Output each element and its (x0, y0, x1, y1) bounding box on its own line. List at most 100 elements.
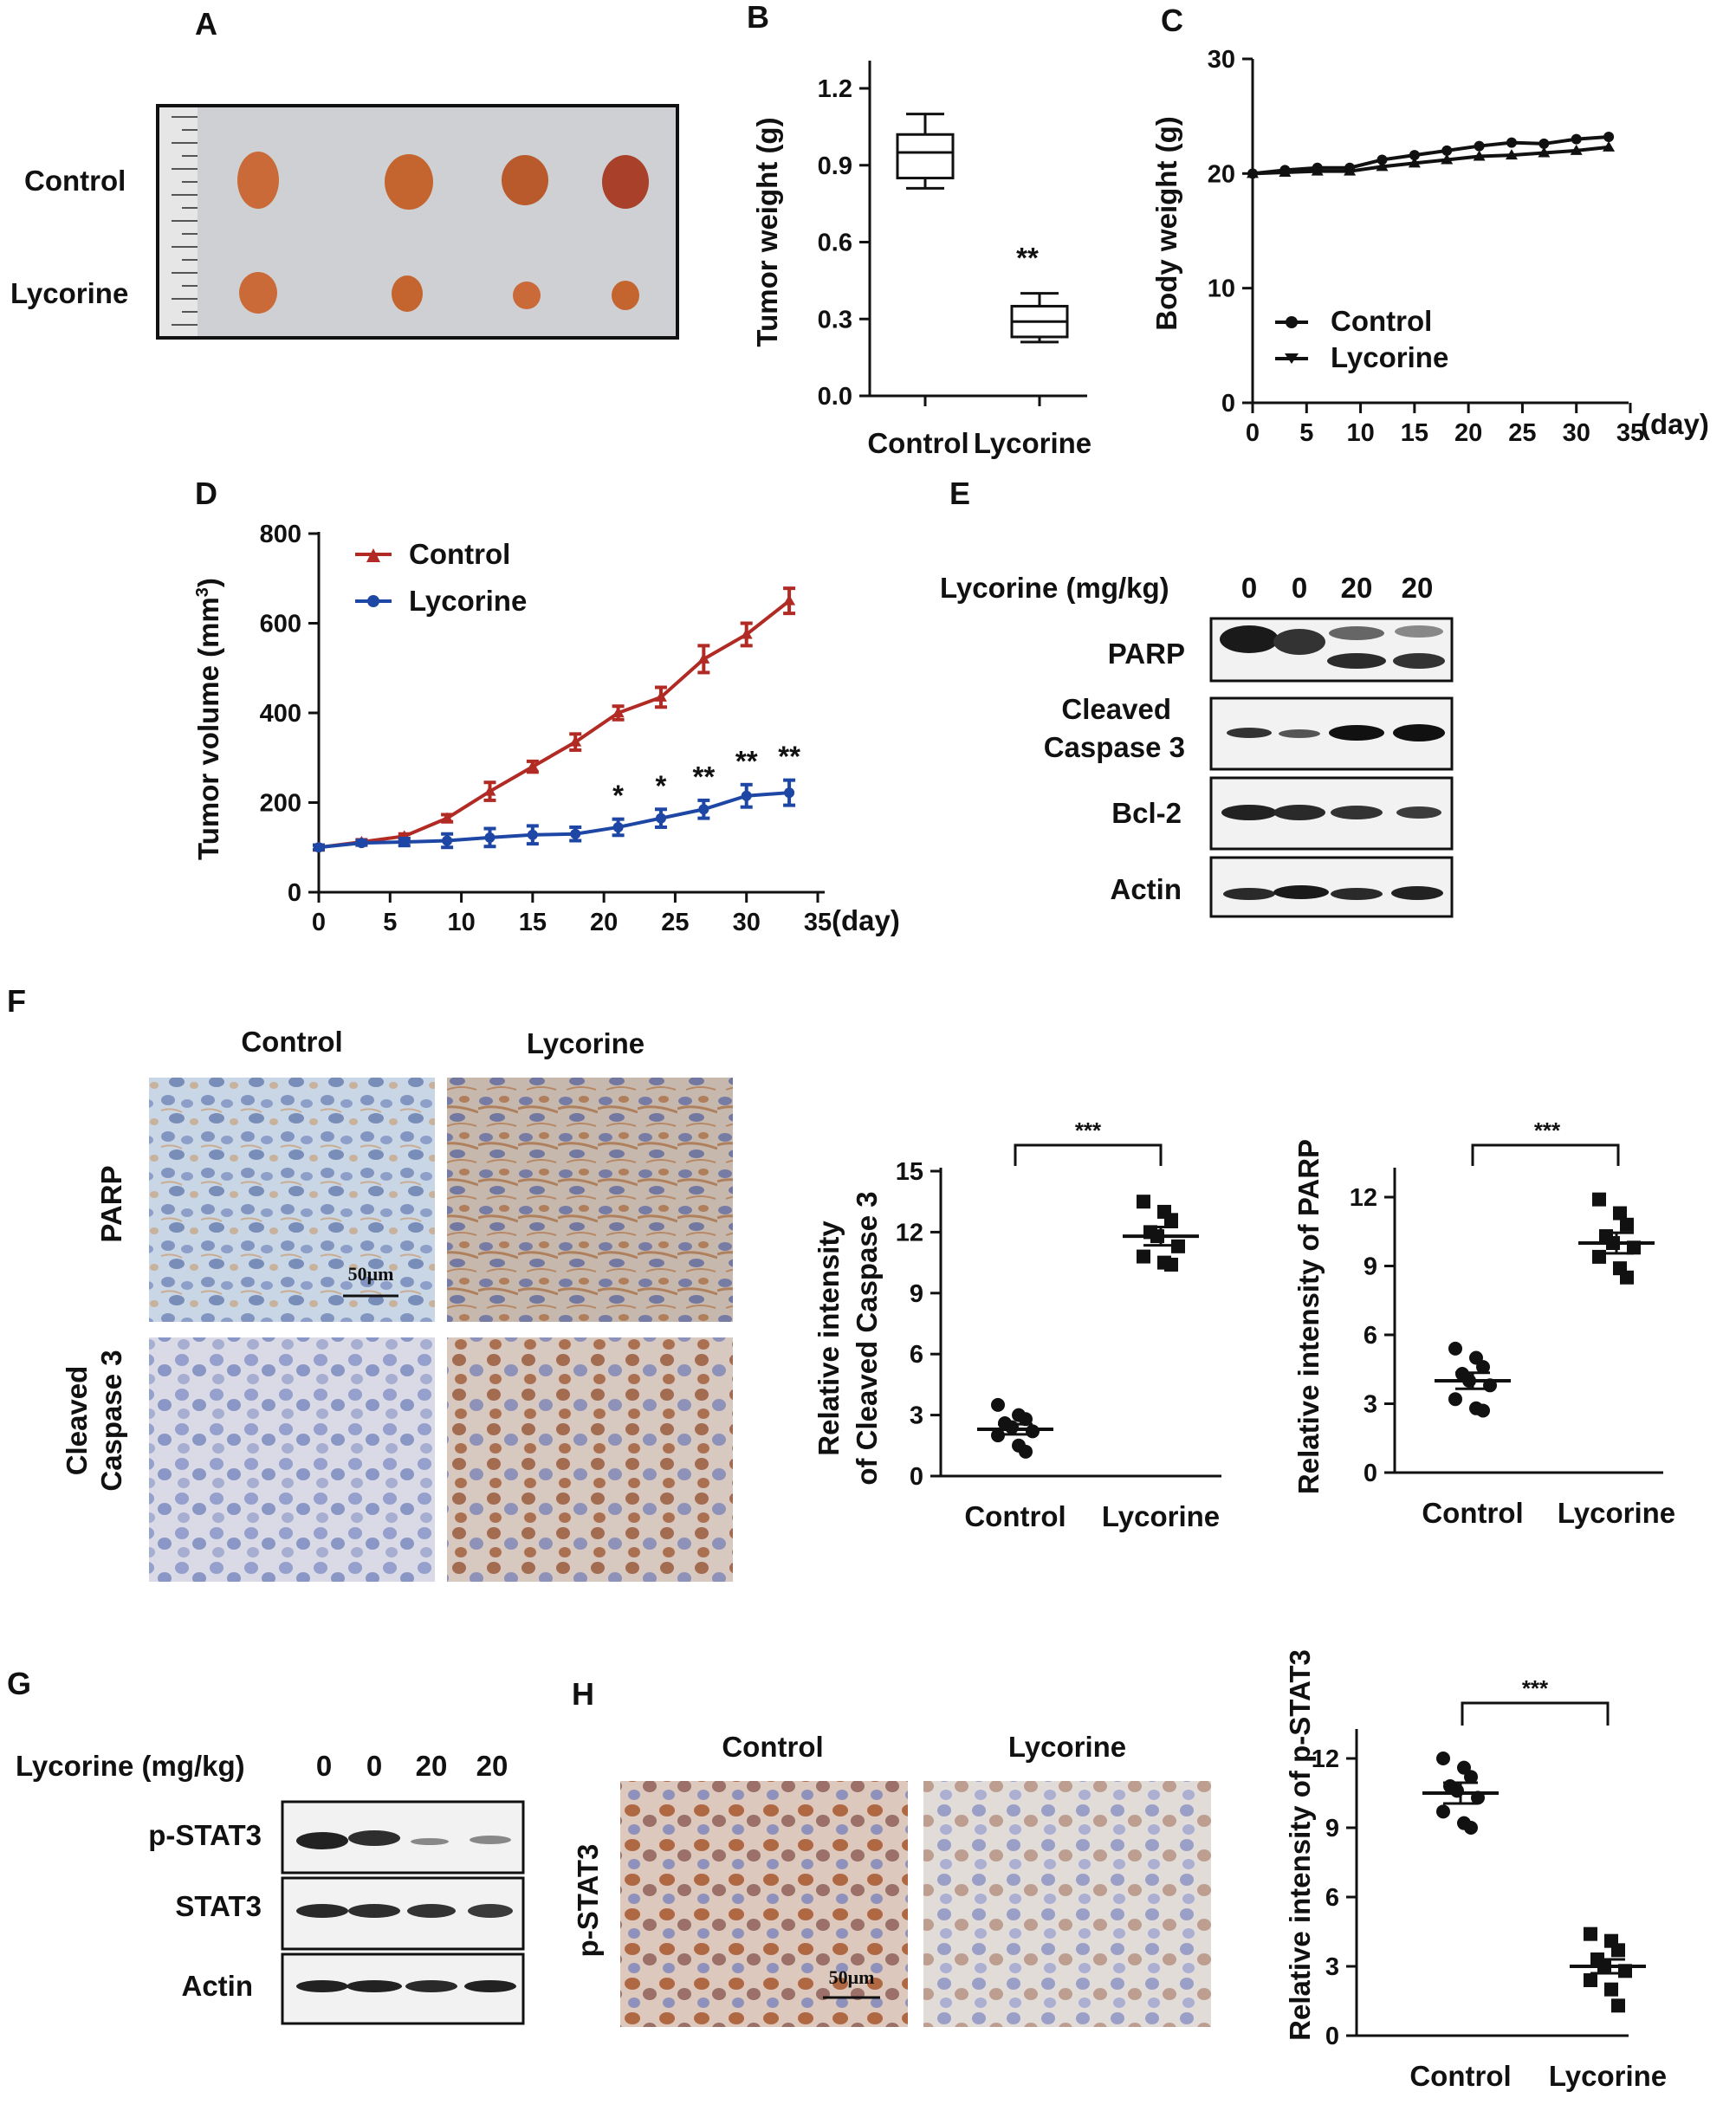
chart-h-point (1436, 1752, 1450, 1765)
panel-a-label-lycorine: Lycorine (10, 277, 128, 309)
panel-g-blot-actin: Actin (182, 1970, 254, 2002)
blot-strip-cleaved-caspase3 (1209, 696, 1454, 771)
chart-f1-sig-label: *** (1075, 1117, 1102, 1143)
chart-d-xtick-label: 0 (312, 909, 326, 936)
chart-c-point (1441, 145, 1453, 156)
chart-c-xtick-label: 0 (1246, 419, 1260, 447)
panel-f-row-cleaved: Cleaved (61, 1366, 93, 1476)
panel-letter-a: A (195, 6, 217, 42)
chart-f2-point (1592, 1192, 1606, 1207)
chart-h-ytick-label: 0 (1325, 2023, 1339, 2050)
chart-c-point (1474, 140, 1485, 152)
chart-f1-point (991, 1397, 1005, 1412)
chart-f1-point (1019, 1412, 1033, 1427)
chart-h-point (1464, 1821, 1478, 1835)
panel-g-blot-pstat3: p-STAT3 (148, 1819, 262, 1851)
chart-h-ytick-label: 3 (1325, 1953, 1339, 1981)
chart-d-point (441, 812, 454, 823)
chart-d-point (527, 829, 538, 840)
panel-letter-b: B (747, 0, 769, 35)
ihc-image-caspase-lycorine (447, 1337, 733, 1582)
panel-h-col-lycorine: Lycorine (1008, 1731, 1126, 1763)
chart-d-point (740, 628, 753, 639)
chart-c-xtick-label: 20 (1454, 419, 1482, 447)
chart-h-ytick-label: 12 (1312, 1745, 1339, 1773)
panel-f-col-lycorine: Lycorine (527, 1027, 645, 1059)
chart-d-xtick-label: 35 (804, 909, 832, 936)
chart-h: 0 3 6 9 12 Control Lycorine Relative intensity… (1284, 1649, 1667, 2092)
chart-f1-xtick-label: Control (964, 1500, 1066, 1532)
chart-f2-point (1448, 1341, 1462, 1356)
ihc-image-pstat3-control (620, 1781, 908, 2027)
chart-f1-point (1005, 1420, 1019, 1434)
chart-f1-point (1137, 1195, 1150, 1209)
chart-d-significance: ** (778, 741, 800, 773)
chart-c-xtick-label: 35 (1616, 419, 1644, 447)
chart-b-ytick-label: 1.2 (818, 75, 852, 103)
chart-f1-ytick-label: 0 (910, 1463, 923, 1491)
chart-h-point (1584, 1926, 1597, 1941)
chart-f1-point (1164, 1213, 1178, 1227)
chart-c-series-line (1252, 134, 1610, 176)
ihc-image-pstat3-lycorine (923, 1781, 1211, 2027)
chart-d-point (483, 785, 496, 796)
scale-bar-h-label: 50μm (829, 1966, 875, 1988)
chart-d-xtick-label: 20 (590, 909, 618, 936)
chart-h-ytick-label: 9 (1325, 1815, 1339, 1842)
panel-letter-f: F (7, 983, 26, 1019)
chart-f2-ytick-label: 12 (1350, 1184, 1377, 1212)
chart-b: 0.0 0.3 0.6 0.9 1.2 Control Lycorine Tumor wei… (751, 61, 1091, 459)
chart-f2-ytick-label: 3 (1364, 1391, 1377, 1419)
chart-d-point (314, 842, 324, 853)
chart-h-point (1604, 1982, 1618, 1997)
chart-d-xtick-label: 15 (519, 909, 547, 936)
chart-d-ytick-label: 600 (260, 611, 301, 638)
panel-e-blot-bcl2: Bcl-2 (1111, 797, 1182, 829)
panel-f-row-caspase3: Caspase 3 (95, 1350, 127, 1491)
blot-strip-actin-g (281, 1952, 525, 2025)
chart-h-point (1584, 1973, 1597, 1987)
chart-d-point (654, 690, 667, 702)
panel-e-blot-actin: Actin (1111, 873, 1182, 905)
chart-d-xtick-label: 10 (447, 909, 475, 936)
chart-d-legend-control: Control (409, 538, 510, 570)
chart-d-ylabel-main: Tumor volume (mm (192, 597, 224, 860)
chart-d-point (526, 761, 539, 772)
chart-f2-ylabel: Relative intensity of PARP (1292, 1139, 1325, 1494)
chart-f2-ytick-label: 6 (1364, 1322, 1377, 1350)
chart-b-significance: ** (1016, 242, 1039, 274)
chart-c-xtick-label: 5 (1299, 419, 1313, 447)
panel-letter-d: D (195, 476, 217, 511)
chart-d-ytick-label: 800 (260, 521, 301, 548)
chart-d-point (398, 837, 410, 848)
blot-strip-parp (1209, 617, 1454, 683)
chart-c-point (1538, 146, 1551, 158)
chart-c-point (1571, 133, 1582, 145)
chart-c-point (1505, 149, 1518, 160)
chart-b-xtick-label: Control (867, 427, 968, 459)
chart-f2-sig-label: *** (1534, 1117, 1561, 1143)
panel-letter-c: C (1161, 3, 1183, 38)
chart-f2-point (1613, 1206, 1627, 1221)
chart-h-point (1464, 1770, 1478, 1784)
chart-f2-ytick-label: 9 (1364, 1253, 1377, 1281)
chart-f1: 0 3 6 9 12 15 Control Lycorine Relative intensi… (813, 1117, 1221, 1532)
chart-c-point (1247, 167, 1259, 178)
chart-d-xtick-label: 25 (661, 909, 689, 936)
chart-c-point (1570, 144, 1583, 155)
chart-f2-xtick-label: Lycorine (1558, 1497, 1675, 1529)
panel-letter-g: G (7, 1666, 31, 1701)
chart-h-ytick-label: 6 (1325, 1884, 1339, 1912)
panel-g-dose-4: 20 (476, 1750, 508, 1782)
chart-f1-point (1137, 1249, 1150, 1264)
chart-c-ytick-label: 30 (1208, 46, 1235, 74)
chart-f1-ytick-label: 6 (910, 1341, 923, 1369)
panel-e-dose-1: 0 (1241, 572, 1257, 604)
chart-d-xtick-label: 30 (733, 909, 761, 936)
chart-h-ylabel: Relative intensity of p-STAT3 (1284, 1649, 1316, 2041)
blot-strip-actin (1209, 856, 1454, 918)
chart-f2-point (1592, 1249, 1606, 1264)
ihc-image-parp-lycorine (447, 1078, 733, 1322)
